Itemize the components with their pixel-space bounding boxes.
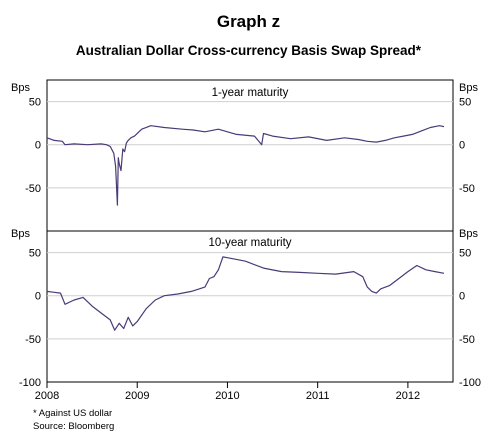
panel-2-frame bbox=[46, 230, 454, 383]
x-tick-label: 2008 bbox=[35, 390, 59, 402]
unit-label-bottom-left: Bps bbox=[11, 228, 30, 240]
y-tick-label-panel-2-right: -50 bbox=[459, 334, 475, 346]
y-tick-label-panel-2-left: 50 bbox=[29, 248, 41, 260]
unit-label-top-left: Bps bbox=[11, 82, 30, 94]
unit-label-bottom-right: Bps bbox=[459, 228, 478, 240]
unit-label-top-right: Bps bbox=[459, 82, 478, 94]
x-tick-label: 2009 bbox=[125, 390, 149, 402]
y-tick-label-panel-1-left: 0 bbox=[35, 140, 41, 152]
x-tick-label: 2012 bbox=[396, 390, 420, 402]
y-tick-label-panel-2-right: -100 bbox=[459, 377, 481, 389]
series-lines bbox=[46, 125, 445, 331]
y-tick-label-panel-2-left: -50 bbox=[25, 334, 41, 346]
footnote-against-usd: * Against US dollar bbox=[33, 408, 112, 419]
y-tick-label-panel-1-right: 0 bbox=[459, 140, 465, 152]
chart-title: Graph z bbox=[217, 12, 280, 31]
panel-2-label: 10-year maturity bbox=[208, 237, 291, 249]
gridlines bbox=[47, 101, 453, 340]
y-tick-label-panel-1-right: 50 bbox=[459, 97, 471, 109]
y-tick-label-panel-2-right: 0 bbox=[459, 291, 465, 303]
chart-subtitle: Australian Dollar Cross-currency Basis S… bbox=[76, 43, 422, 58]
y-tick-label-panel-1-left: -50 bbox=[25, 183, 41, 195]
y-tick-label-panel-2-left: -100 bbox=[19, 377, 41, 389]
x-tick-label: 2011 bbox=[306, 390, 330, 402]
footnote-source: Source: Bloomberg bbox=[33, 421, 114, 432]
y-tick-label-panel-2-left: 0 bbox=[35, 291, 41, 303]
y-tick-label-panel-1-right: -50 bbox=[459, 183, 475, 195]
y-tick-label-panel-1-left: 50 bbox=[29, 97, 41, 109]
series-line-panel-2 bbox=[46, 256, 445, 331]
x-tick-label: 2010 bbox=[215, 390, 239, 402]
panel-1-label: 1-year maturity bbox=[212, 87, 289, 99]
y-tick-label-panel-2-right: 50 bbox=[459, 248, 471, 260]
panel-1-frame bbox=[46, 79, 454, 232]
series-line-panel-1 bbox=[46, 125, 445, 206]
